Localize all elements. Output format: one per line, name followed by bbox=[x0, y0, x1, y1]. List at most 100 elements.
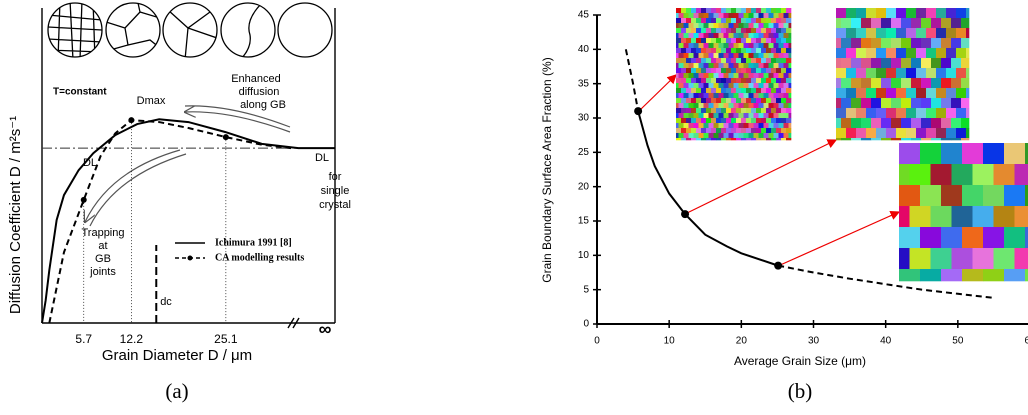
grain-cell bbox=[781, 88, 787, 94]
grain-cell bbox=[956, 68, 967, 79]
grain-cell bbox=[783, 13, 789, 19]
grain-cell bbox=[708, 123, 714, 129]
grain-cell bbox=[961, 138, 970, 141]
grain-cell bbox=[773, 133, 779, 139]
grain-cell bbox=[751, 58, 757, 64]
grain-cell bbox=[901, 18, 912, 29]
grain-cell bbox=[706, 28, 712, 34]
grain-cell bbox=[676, 83, 679, 89]
grain-cell bbox=[713, 113, 719, 119]
grain-cell bbox=[703, 23, 709, 29]
grain-cell bbox=[728, 23, 734, 29]
grain-cell bbox=[901, 58, 912, 69]
grain-cell bbox=[1025, 227, 1028, 249]
grain-cell bbox=[741, 138, 747, 141]
grain-cell bbox=[723, 103, 729, 109]
grain-cell bbox=[920, 269, 942, 282]
grain-cell bbox=[836, 48, 847, 59]
grain-cell bbox=[836, 58, 842, 69]
grain-cell bbox=[758, 83, 764, 89]
legend-label: Ichimura 1991 [8] bbox=[215, 237, 292, 248]
grain-cell bbox=[788, 103, 792, 109]
grain-cell bbox=[743, 123, 749, 129]
grain-cell bbox=[751, 48, 757, 54]
grain-cell bbox=[758, 73, 764, 79]
grain-cell bbox=[956, 28, 967, 39]
grain-cell bbox=[751, 28, 757, 34]
grain-cell bbox=[723, 13, 729, 19]
grain-cell bbox=[841, 138, 852, 141]
grain-cell bbox=[931, 98, 942, 109]
grain-cell bbox=[776, 28, 782, 34]
grain-cell bbox=[899, 164, 910, 186]
grain-cell bbox=[741, 48, 747, 54]
grain-cell bbox=[761, 48, 767, 54]
grain-cell bbox=[771, 128, 777, 134]
grain-cell bbox=[781, 28, 787, 34]
grain-cell bbox=[703, 123, 709, 129]
grain-cell bbox=[688, 83, 694, 89]
grain-cell bbox=[936, 48, 947, 59]
grain-cell bbox=[703, 43, 709, 49]
grain-cell bbox=[776, 78, 782, 84]
grain-cell bbox=[936, 68, 947, 79]
grain-cell bbox=[751, 68, 757, 74]
grain-cell bbox=[696, 88, 702, 94]
grain-cell bbox=[726, 108, 732, 114]
grain-cell bbox=[743, 33, 749, 39]
grain-cell bbox=[861, 118, 872, 129]
grain-cell bbox=[758, 33, 764, 39]
grain-cell bbox=[748, 23, 754, 29]
legend-label: CA modelling results bbox=[215, 252, 304, 263]
grain-cell bbox=[678, 123, 684, 129]
annotation: along GB bbox=[240, 99, 286, 111]
grain-cell bbox=[743, 23, 749, 29]
grain-cell bbox=[748, 93, 754, 99]
grain-cell bbox=[721, 88, 727, 94]
grain-cell bbox=[926, 8, 937, 19]
grain-cell bbox=[751, 118, 757, 124]
grain-cell bbox=[746, 28, 752, 34]
grain-cell bbox=[723, 133, 729, 139]
grain-cell bbox=[683, 33, 689, 39]
grain-cell bbox=[748, 13, 754, 19]
grain-cell bbox=[788, 33, 792, 39]
grain-cell bbox=[951, 118, 962, 129]
grain-cell bbox=[899, 185, 921, 207]
grain-cell bbox=[1025, 269, 1028, 282]
grain-cell bbox=[771, 138, 777, 141]
grain-cell bbox=[733, 13, 739, 19]
grain-cell bbox=[916, 8, 927, 19]
grain-cell bbox=[861, 38, 872, 49]
grain-cell bbox=[726, 98, 732, 104]
grain-cell bbox=[751, 108, 757, 114]
grain-cell bbox=[936, 88, 947, 99]
grain-cell bbox=[930, 248, 952, 270]
grain-cell bbox=[676, 88, 682, 94]
x-tick-label: 12.2 bbox=[120, 332, 144, 346]
grain-cell bbox=[691, 68, 697, 74]
grain-cell bbox=[751, 128, 757, 134]
grain-cell bbox=[972, 164, 994, 186]
grain-cell bbox=[771, 78, 777, 84]
grain-cell bbox=[836, 78, 842, 89]
grain-cell bbox=[876, 48, 887, 59]
grain-cell bbox=[936, 108, 947, 119]
grain-cell bbox=[866, 68, 877, 79]
data-point bbox=[128, 117, 135, 124]
grain-cell bbox=[696, 58, 702, 64]
grain-cell bbox=[891, 78, 902, 89]
grain-cell bbox=[886, 28, 897, 39]
grain-cell bbox=[758, 43, 764, 49]
grain-cell bbox=[728, 43, 734, 49]
grain-cell bbox=[846, 88, 857, 99]
grain-cell bbox=[691, 98, 697, 104]
grain-cell bbox=[708, 43, 714, 49]
grain-cell bbox=[783, 23, 789, 29]
grain-cell bbox=[761, 78, 767, 84]
grain-cell bbox=[678, 43, 684, 49]
grain-cell bbox=[718, 83, 724, 89]
grain-cell bbox=[723, 123, 729, 129]
grain-cell bbox=[871, 98, 882, 109]
grain-cell bbox=[768, 53, 774, 59]
